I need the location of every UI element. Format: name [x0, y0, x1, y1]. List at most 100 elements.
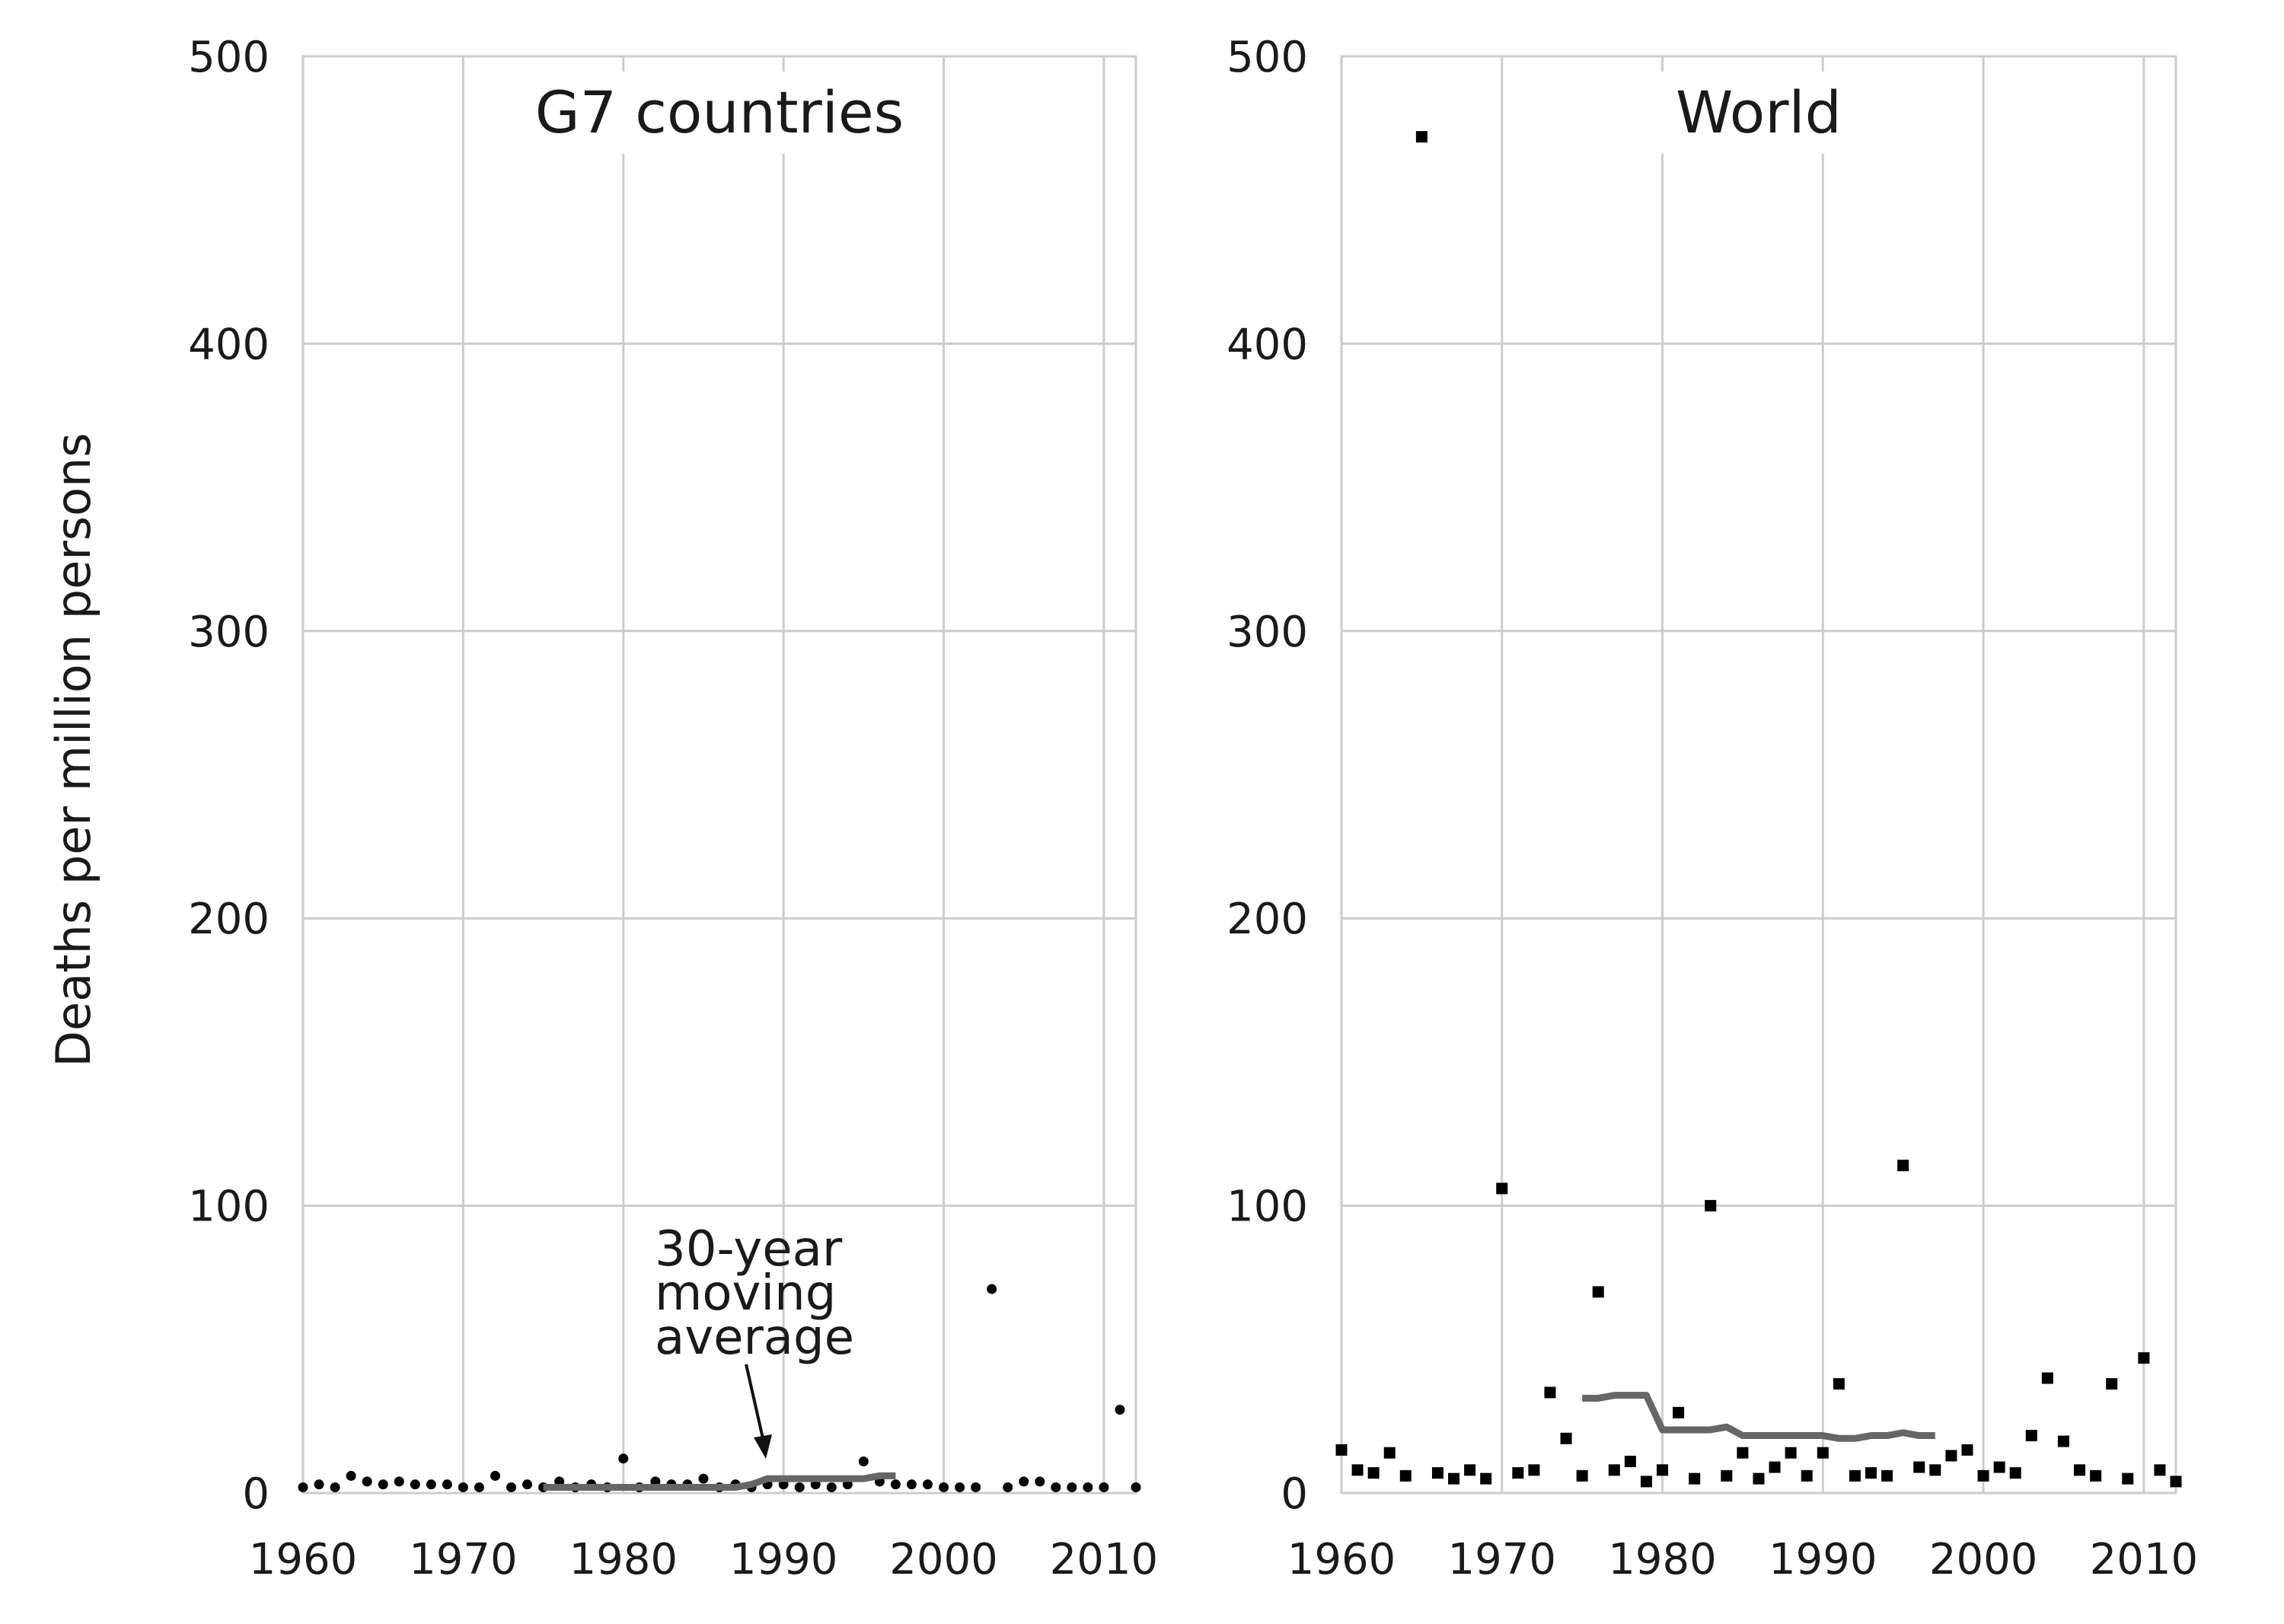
- annotation-arrow: [745, 1364, 766, 1446]
- data-point: [1608, 1464, 1620, 1476]
- plot-frame: [1340, 55, 2177, 1495]
- data-point: [1897, 1160, 1909, 1172]
- data-point: [1849, 1469, 1861, 1482]
- data-point: [1881, 1469, 1893, 1482]
- data-point: [1801, 1469, 1813, 1482]
- data-point: [1817, 1447, 1829, 1459]
- data-point: [1415, 131, 1428, 143]
- data-point: [971, 1482, 981, 1492]
- panel-title-background: [1660, 72, 1858, 154]
- data-point: [1383, 1447, 1396, 1459]
- data-point: [1785, 1447, 1797, 1459]
- y-tick-label: 300: [188, 608, 270, 657]
- data-point: [1083, 1482, 1093, 1492]
- data-point: [410, 1479, 420, 1490]
- y-tick-label: 400: [188, 320, 270, 369]
- x-tick-label: 1970: [409, 1535, 518, 1584]
- data-point: [1448, 1472, 1460, 1485]
- y-tick-label: 0: [1281, 1469, 1308, 1519]
- x-tick-label: 2010: [2090, 1535, 2199, 1584]
- data-point: [1399, 1469, 1412, 1482]
- data-point: [378, 1479, 388, 1490]
- x-tick-label: 1960: [249, 1535, 358, 1584]
- panel-title: G7 countries: [535, 78, 904, 146]
- data-point: [458, 1482, 468, 1492]
- data-point: [906, 1479, 917, 1490]
- data-point: [1099, 1482, 1109, 1492]
- y-tick-label: 300: [1227, 608, 1308, 657]
- y-tick-label: 400: [1227, 320, 1308, 369]
- data-point: [1961, 1444, 1973, 1456]
- data-point: [2074, 1464, 2086, 1476]
- panel-g7: 1960 1970 1980 1990 2000 2010 0 100 200 300 400 500…: [188, 33, 1158, 1584]
- data-point: [330, 1482, 340, 1492]
- data-point: [1721, 1469, 1733, 1482]
- data-point: [2154, 1464, 2166, 1476]
- data-point: [1512, 1467, 1524, 1479]
- data-point: [1115, 1405, 1125, 1415]
- data-point: [1913, 1461, 1925, 1473]
- data-point: [1131, 1482, 1141, 1492]
- data-point: [618, 1453, 629, 1464]
- y-tick-label: 100: [1227, 1182, 1308, 1232]
- data-point: [1769, 1461, 1781, 1473]
- data-point: [1035, 1476, 1045, 1487]
- data-point: [794, 1482, 805, 1492]
- data-point: [1067, 1482, 1077, 1492]
- data-point: [1929, 1464, 1941, 1476]
- data-point: [2025, 1430, 2037, 1442]
- panel-title-background: [503, 72, 936, 154]
- data-point: [1945, 1450, 1957, 1462]
- x-tick-label: 1990: [729, 1535, 838, 1584]
- data-point: [2057, 1435, 2069, 1447]
- data-point: [490, 1470, 500, 1481]
- data-point: [346, 1470, 356, 1481]
- y-tick-label: 500: [188, 33, 270, 82]
- data-point: [1576, 1469, 1588, 1482]
- data-point: [826, 1482, 837, 1492]
- data-point: [890, 1479, 901, 1490]
- panel-world: 1960 1970 1980 1990 2000 2010 0 100 200 300 400 500…: [1227, 33, 2198, 1584]
- data-point: [1335, 1444, 1348, 1456]
- annotation: 30-year moving average: [655, 1221, 854, 1459]
- y-tick-label: 100: [188, 1182, 270, 1232]
- y-axis-label: Deaths per million persons: [46, 432, 101, 1067]
- data-point: [939, 1482, 949, 1492]
- data-point: [1560, 1432, 1572, 1444]
- plot-frame: [301, 55, 1137, 1495]
- data-point: [1496, 1182, 1508, 1195]
- data-point: [506, 1482, 516, 1492]
- data-point: [474, 1482, 484, 1492]
- data-point: [1737, 1447, 1749, 1459]
- data-point: [426, 1479, 436, 1490]
- data-point: [2009, 1467, 2021, 1479]
- data-point: [1051, 1482, 1061, 1492]
- x-tick-label: 1980: [569, 1535, 678, 1584]
- data-point: [1624, 1455, 1636, 1467]
- data-point: [2106, 1378, 2118, 1390]
- data-point: [2090, 1469, 2102, 1482]
- data-point: [955, 1482, 965, 1492]
- data-point: [1367, 1467, 1380, 1479]
- x-tick-label: 1970: [1448, 1535, 1557, 1584]
- data-point: [362, 1476, 372, 1487]
- x-tick-label: 1990: [1769, 1535, 1877, 1584]
- data-point: [1464, 1464, 1476, 1476]
- data-point: [1019, 1476, 1029, 1487]
- data-point: [1833, 1378, 1845, 1390]
- data-point: [2041, 1372, 2053, 1384]
- data-point: [2170, 1476, 2182, 1488]
- x-tick-label: 1980: [1608, 1535, 1717, 1584]
- y-tick-label: 500: [1227, 33, 1308, 82]
- moving-average-line: [1582, 1392, 1935, 1442]
- data-point: [1480, 1472, 1492, 1485]
- data-point: [522, 1479, 533, 1490]
- data-point: [1865, 1467, 1877, 1479]
- y-tick-label: 200: [1227, 895, 1308, 944]
- data-point: [1431, 1467, 1443, 1479]
- data-point: [1528, 1464, 1540, 1476]
- data-point: [1544, 1386, 1556, 1399]
- data-point: [923, 1479, 933, 1490]
- panel-title: World: [1676, 78, 1842, 146]
- data-point: [394, 1476, 404, 1487]
